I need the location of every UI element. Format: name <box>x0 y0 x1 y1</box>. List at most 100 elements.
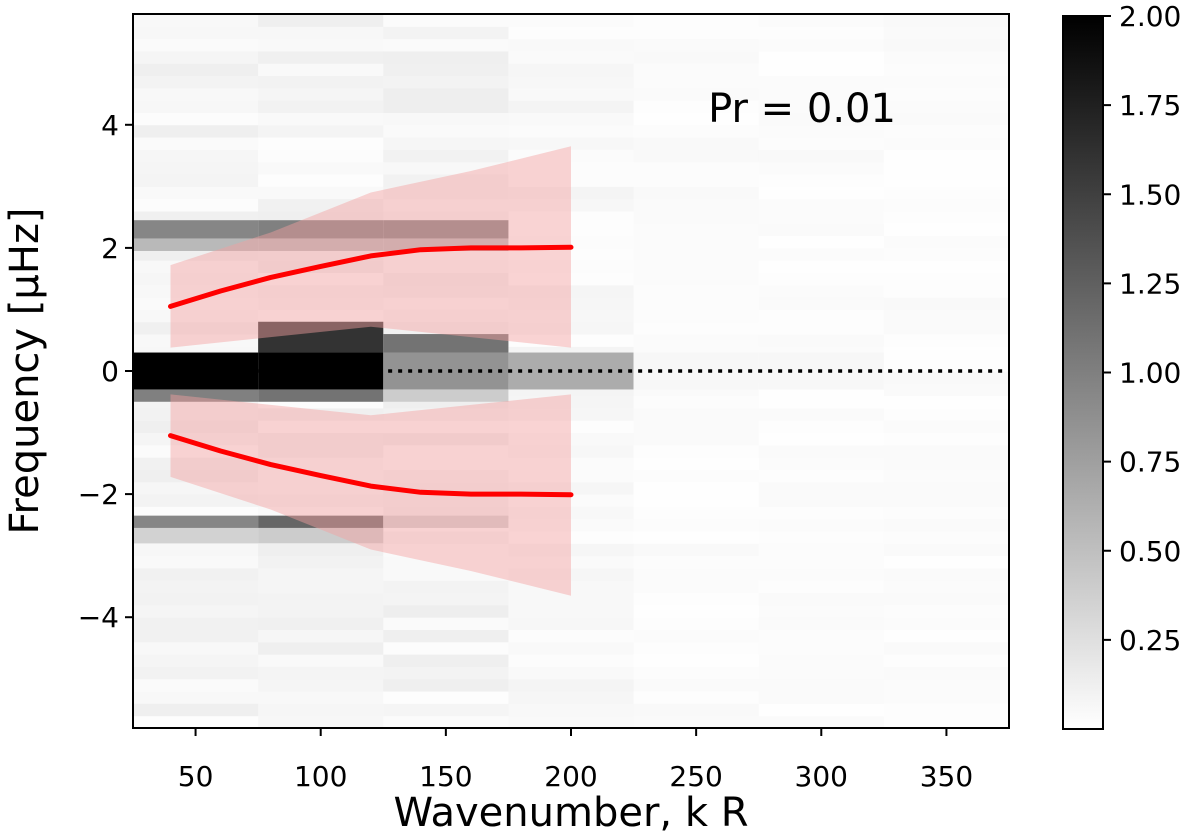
heatmap-cell <box>633 641 760 655</box>
heatmap-cell <box>883 272 1009 286</box>
heatmap-cell <box>883 395 1009 409</box>
y-tick-label: 0 <box>101 355 119 388</box>
colorbar-tick-label: 0.25 <box>1119 624 1181 657</box>
heatmap-cell <box>133 457 259 470</box>
heatmap-cell <box>258 112 384 126</box>
heatmap-cell <box>133 604 259 618</box>
heatmap-cell <box>758 260 885 274</box>
heatmap-cell <box>758 63 885 77</box>
heatmap-cell <box>758 678 885 692</box>
heatmap-cell <box>508 272 635 286</box>
heatmap-cell <box>883 149 1009 163</box>
heatmap-cell <box>883 210 1009 224</box>
heatmap-cell <box>133 247 259 261</box>
heatmap-cell <box>633 284 760 298</box>
heatmap-cell <box>883 247 1009 261</box>
heatmap-cell <box>383 284 509 298</box>
heatmap-cell <box>508 124 635 138</box>
heatmap-features <box>133 220 884 544</box>
heatmap-cell <box>633 309 760 323</box>
heatmap-cell <box>758 420 885 434</box>
heatmap-cell <box>258 420 384 434</box>
heatmap-cell <box>383 678 509 692</box>
heatmap-cell <box>883 666 1009 680</box>
heatmap-cell <box>383 161 509 175</box>
heatmap-cell <box>258 678 384 692</box>
heatmap-cell <box>383 334 509 353</box>
heatmap-cell <box>633 50 760 64</box>
heatmap-cell <box>633 63 760 77</box>
heatmap-cell <box>258 75 384 89</box>
heatmap-cell <box>508 297 635 310</box>
heatmap-cell <box>883 260 1009 274</box>
heatmap-cell <box>508 678 635 692</box>
heatmap-cell <box>383 75 509 89</box>
heatmap-cell <box>508 580 635 594</box>
heatmap-cell <box>758 506 885 520</box>
heatmap-cell <box>508 149 635 163</box>
heatmap-cell <box>383 444 509 458</box>
heatmap-cell <box>383 567 509 581</box>
heatmap-cell <box>133 272 259 286</box>
model-curve-1 <box>168 244 574 309</box>
heatmap-cell <box>383 654 509 667</box>
heatmap-cell <box>883 469 1009 483</box>
heatmap-cell <box>508 14 635 27</box>
heatmap-cell <box>883 531 1009 544</box>
heatmap-cell <box>383 186 509 200</box>
y-axis-label: Frequency [μHz] <box>2 207 48 534</box>
heatmap-cell <box>258 149 384 163</box>
heatmap-cell <box>133 75 259 89</box>
heatmap-cell <box>883 284 1009 298</box>
heatmap-cell <box>508 50 635 64</box>
heatmap-cell <box>883 654 1009 667</box>
heatmap-cell <box>508 481 635 495</box>
heatmap-cell <box>633 198 760 212</box>
heatmap-cell <box>633 580 760 594</box>
heatmap-cell <box>633 26 760 40</box>
heatmap-cell <box>383 26 509 40</box>
heatmap-cell <box>758 641 885 655</box>
heatmap-cell <box>633 321 760 335</box>
heatmap-cell <box>383 38 509 52</box>
heatmap-cell <box>133 678 259 692</box>
heatmap-cell <box>758 567 885 581</box>
heatmap-cell <box>758 494 885 507</box>
heatmap-cell <box>758 592 885 606</box>
heatmap-cell <box>758 309 885 323</box>
heatmap-cell <box>258 543 384 557</box>
heatmap-cell <box>383 457 509 470</box>
heatmap-cell <box>883 444 1009 458</box>
heatmap-cell <box>133 161 259 175</box>
heatmap-cell <box>758 149 885 163</box>
heatmap-cell <box>758 691 885 704</box>
heatmap-cell <box>258 100 384 113</box>
heatmap-cell <box>133 112 259 126</box>
heatmap-cell <box>133 580 259 594</box>
heatmap-cell <box>383 100 509 113</box>
colorbar-tick-label: 0.75 <box>1119 446 1181 479</box>
heatmap-cell <box>383 604 509 618</box>
heatmap-cell <box>633 395 760 409</box>
heatmap-cell <box>883 703 1009 717</box>
heatmap-cell <box>758 87 885 101</box>
heatmap-cell <box>508 26 635 40</box>
heatmap-cell <box>258 715 384 728</box>
heatmap-cell <box>383 220 509 239</box>
heatmap-cell <box>383 666 509 680</box>
heatmap-cell <box>508 629 635 643</box>
y-tick-label: −4 <box>78 601 119 634</box>
heatmap-cell <box>883 14 1009 27</box>
heatmap-cell <box>758 469 885 483</box>
heatmap-cell <box>258 186 384 200</box>
heatmap-cell <box>883 50 1009 64</box>
heatmap-cell <box>133 26 259 40</box>
heatmap-cell <box>258 432 384 446</box>
heatmap-cell <box>633 469 760 483</box>
heatmap-cell <box>633 87 760 101</box>
heatmap-cell <box>883 38 1009 52</box>
heatmap-cell <box>633 75 760 89</box>
heatmap-cell <box>258 87 384 101</box>
heatmap-cell <box>508 100 635 113</box>
